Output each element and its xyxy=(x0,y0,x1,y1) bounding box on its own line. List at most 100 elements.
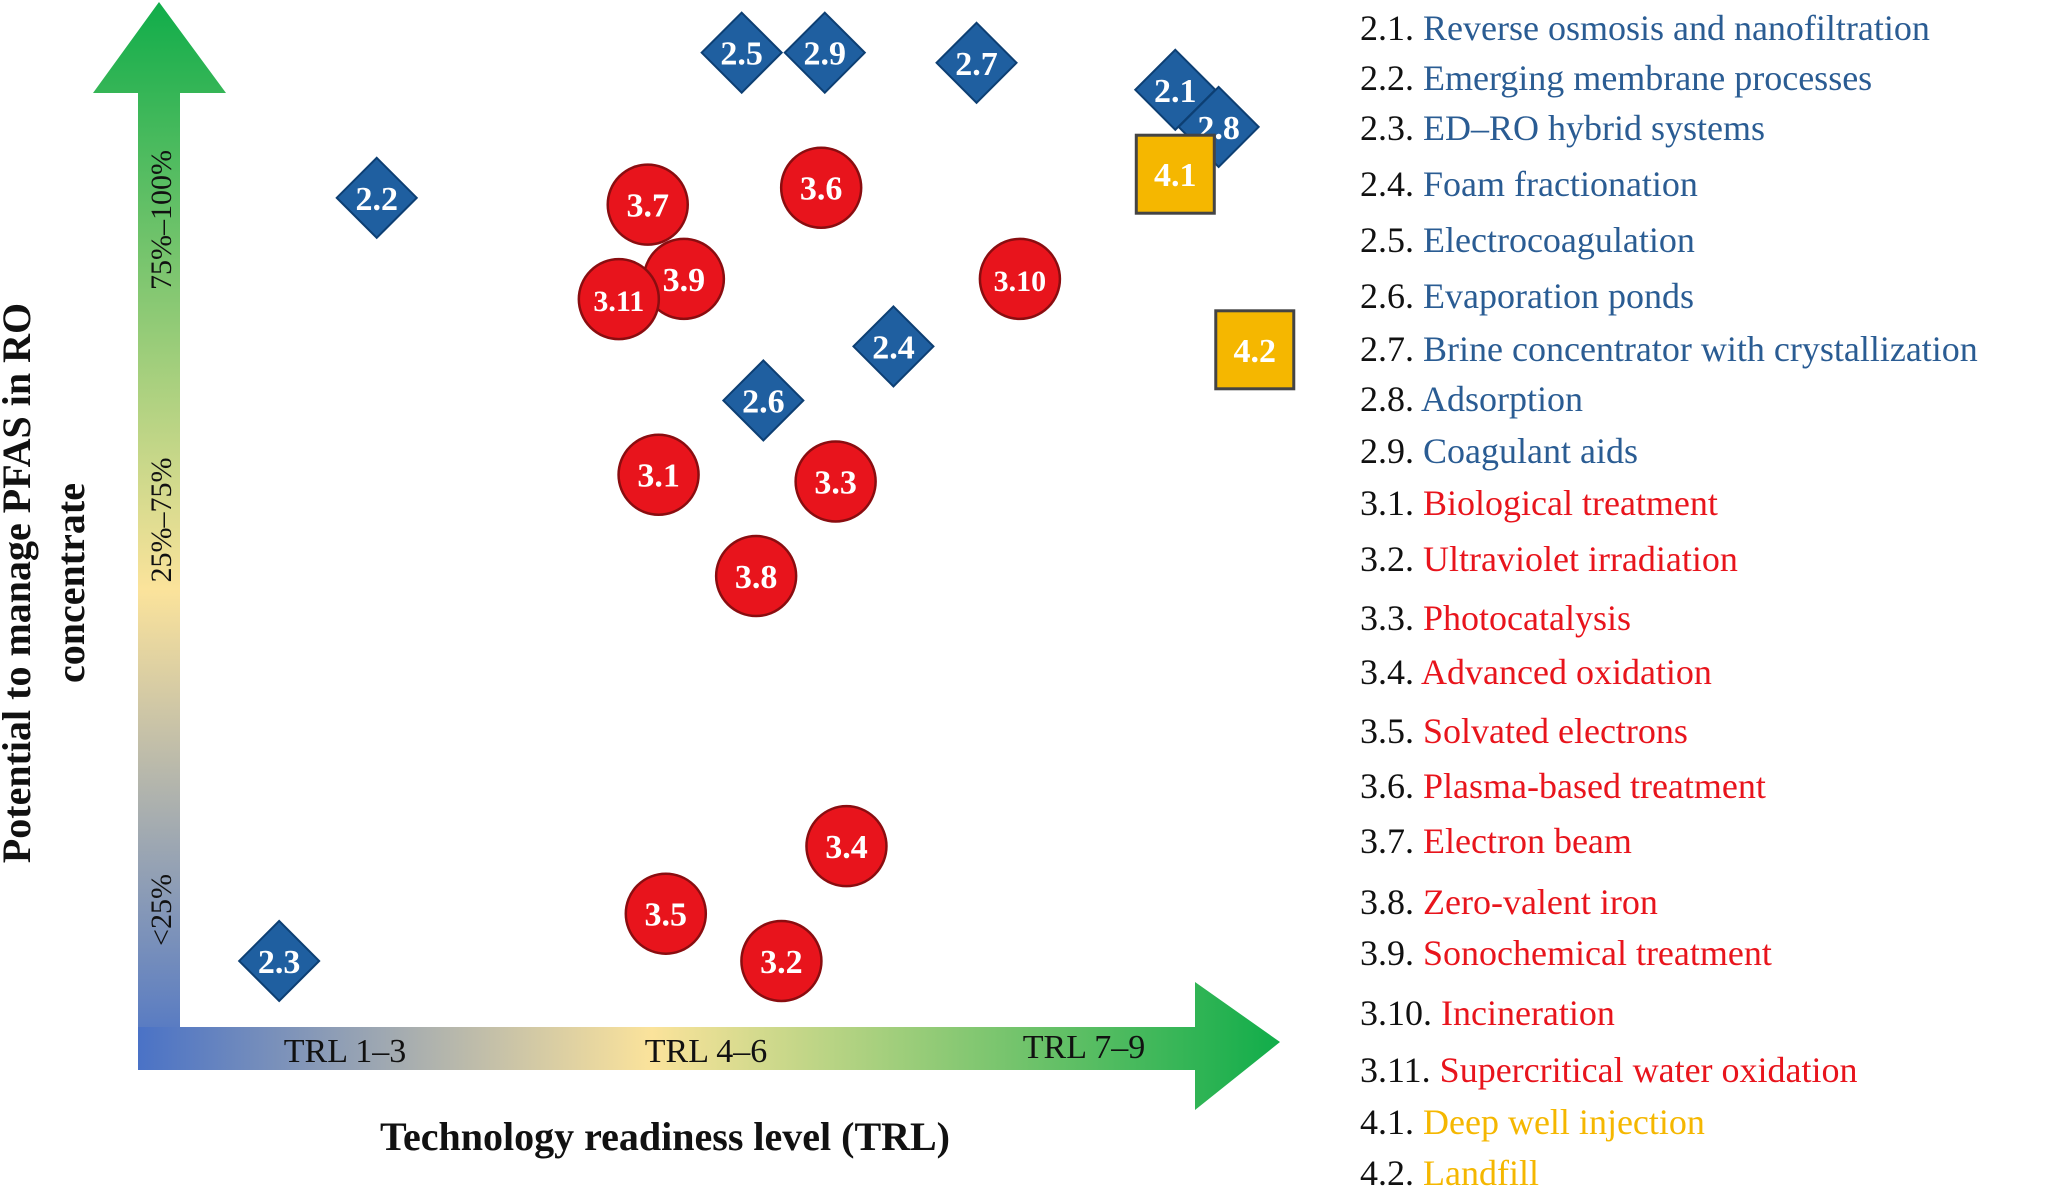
legend-item-number: 2.3. xyxy=(1360,108,1423,148)
data-point-3-1: 3.1 xyxy=(617,433,700,516)
legend-item-2-3: 2.3. ED–RO hybrid systems xyxy=(1360,108,1765,148)
legend: 2.1. Reverse osmosis and nanofiltration 2… xyxy=(1360,4,2048,1193)
data-points: 2.12.22.32.42.52.62.72.82.93.13.23.33.43… xyxy=(237,11,1296,1003)
y-axis-arrow xyxy=(93,2,226,1070)
y-zone-labels: <25% 25%–75% 75%–100% xyxy=(145,150,178,946)
data-label-3-6: 3.6 xyxy=(800,171,843,208)
legend-item-label: Adsorption xyxy=(1421,379,1584,419)
legend-item-number: 3.9. xyxy=(1360,933,1423,973)
legend-item-label: Solvated electrons xyxy=(1423,711,1688,751)
legend-item-4-1: 4.1. Deep well injection xyxy=(1360,1102,1705,1142)
y-axis-title-line1: Potential to manage PFAS in RO xyxy=(0,303,39,863)
legend-item-3-1: 3.1. Biological treatment xyxy=(1360,483,1718,523)
legend-item-number: 3.8. xyxy=(1360,882,1423,922)
legend-item-number: 2.1. xyxy=(1360,8,1423,48)
legend-item-label: Evaporation ponds xyxy=(1423,276,1694,316)
x-zone-label-2: TRL 4–6 xyxy=(645,1033,767,1070)
data-point-3-4: 3.4 xyxy=(805,804,888,888)
legend-item-2-4: 2.4. Foam fractionation xyxy=(1360,164,1698,204)
legend-item-label: Electron beam xyxy=(1423,821,1632,861)
legend-item-number: 3.7. xyxy=(1360,821,1423,861)
diamond-marker-2-2 xyxy=(335,156,419,240)
data-label-2-6: 2.6 xyxy=(742,383,785,420)
data-point-4-1: 4.1 xyxy=(1134,133,1216,215)
data-label-2-3: 2.3 xyxy=(258,944,301,981)
data-label-3-3: 3.3 xyxy=(814,464,857,501)
data-point-3-8: 3.8 xyxy=(714,534,798,618)
legend-item-label: Deep well injection xyxy=(1423,1102,1705,1142)
diamond-marker-2-7 xyxy=(935,21,1018,105)
data-point-3-11: 3.11 xyxy=(577,257,661,341)
legend-item-3-10: 3.10. Incineration xyxy=(1360,993,1615,1033)
x-zone-label-1: TRL 1–3 xyxy=(284,1033,406,1070)
grid-lines xyxy=(165,2,1280,1045)
legend-item-number: 2.7. xyxy=(1360,329,1423,369)
legend-item-2-8: 2.8. Adsorption xyxy=(1360,379,1583,419)
legend-item-3-4: 3.4. Advanced oxidation xyxy=(1360,652,1712,692)
legend-item-label: Zero-valent iron xyxy=(1423,882,1658,922)
data-label-3-8: 3.8 xyxy=(735,559,778,596)
data-label-2-2: 2.2 xyxy=(355,181,398,218)
legend-item-label: Biological treatment xyxy=(1423,483,1718,523)
data-point-3-7: 3.7 xyxy=(606,163,689,246)
legend-item-number: 2.4. xyxy=(1360,164,1423,204)
legend-item-label: Brine concentrator with crystallization xyxy=(1423,329,1978,369)
data-point-3-9: 3.9 xyxy=(642,237,726,321)
data-label-3-7: 3.7 xyxy=(626,188,669,225)
circle-marker-3-10 xyxy=(978,237,1062,321)
data-label-2-1: 2.1 xyxy=(1154,73,1197,110)
legend-item-label: Supercritical water oxidation xyxy=(1439,1050,1858,1090)
diamond-marker-2-9 xyxy=(783,11,867,95)
legend-item-3-9: 3.9. Sonochemical treatment xyxy=(1360,933,1772,973)
legend-item-label: Coagulant aids xyxy=(1423,431,1638,471)
data-label-2-7: 2.7 xyxy=(955,46,998,83)
legend-item-label: Emerging membrane processes xyxy=(1423,58,1873,98)
x-zone-label-3: TRL 7–9 xyxy=(1023,1029,1145,1066)
legend-item-label: ED–RO hybrid systems xyxy=(1423,108,1765,148)
legend-item-number: 4.2. xyxy=(1360,1153,1423,1193)
legend-item-label: Advanced oxidation xyxy=(1421,652,1712,692)
diamond-marker-2-3 xyxy=(237,919,321,1003)
legend-item-number: 2.2. xyxy=(1360,58,1423,98)
legend-item-label: Landfill xyxy=(1423,1153,1539,1193)
circle-marker-3-7 xyxy=(606,163,689,246)
y-zone-label-3: 75%–100% xyxy=(145,150,178,290)
legend-item-label: Reverse osmosis and nanofiltration xyxy=(1423,8,1930,48)
legend-item-label: Plasma-based treatment xyxy=(1423,766,1766,806)
diamond-marker-2-4 xyxy=(852,305,935,388)
data-point-3-5: 3.5 xyxy=(624,872,708,955)
y-zone-label-2: 25%–75% xyxy=(145,458,178,583)
legend-item-number: 2.8. xyxy=(1360,379,1422,419)
legend-item-number: 3.6. xyxy=(1360,766,1423,806)
circle-marker-3-3 xyxy=(794,440,877,523)
circle-marker-3-11 xyxy=(577,257,661,341)
circle-marker-3-5 xyxy=(624,872,708,955)
legend-item-number: 2.5. xyxy=(1360,220,1423,260)
legend-item-number: 2.9. xyxy=(1360,431,1423,471)
chart: TRL 1–3 TRL 4–6 TRL 7–9 <25% 25%–75% 75%… xyxy=(0,2,1296,1159)
x-axis-title: Technology readiness level (TRL) xyxy=(380,1114,950,1159)
legend-item-2-7: 2.7. Brine concentrator with crystalliza… xyxy=(1360,329,1978,369)
data-point-3-6: 3.6 xyxy=(779,146,863,229)
legend-item-3-3: 3.3. Photocatalysis xyxy=(1360,598,1631,638)
legend-item-2-1: 2.1. Reverse osmosis and nanofiltration xyxy=(1360,8,1930,48)
y-zone-label-1: <25% xyxy=(145,874,178,946)
legend-item-number: 3.5. xyxy=(1360,711,1423,751)
x-zone-labels: TRL 1–3 TRL 4–6 TRL 7–9 xyxy=(284,1029,1145,1070)
data-point-2-6: 2.6 xyxy=(721,359,805,442)
data-label-4-1: 4.1 xyxy=(1154,157,1197,194)
circle-marker-3-6 xyxy=(779,146,863,229)
legend-item-number: 4.1. xyxy=(1360,1102,1423,1142)
circle-marker-3-8 xyxy=(714,534,798,618)
data-label-3-5: 3.5 xyxy=(645,897,688,934)
diamond-marker-2-6 xyxy=(721,359,805,442)
data-label-3-10: 3.10 xyxy=(994,265,1047,298)
legend-item-4-2: 4.2. Landfill xyxy=(1360,1153,1539,1193)
legend-item-number: 3.2. xyxy=(1360,539,1423,579)
data-point-4-2: 4.2 xyxy=(1214,309,1296,391)
data-label-2-5: 2.5 xyxy=(720,36,763,73)
legend-item-3-2: 3.2. Ultraviolet irradiation xyxy=(1360,539,1738,579)
legend-item-3-5: 3.5. Solvated electrons xyxy=(1360,711,1688,751)
data-point-3-10: 3.10 xyxy=(978,237,1062,321)
legend-item-label: Incineration xyxy=(1441,993,1615,1033)
